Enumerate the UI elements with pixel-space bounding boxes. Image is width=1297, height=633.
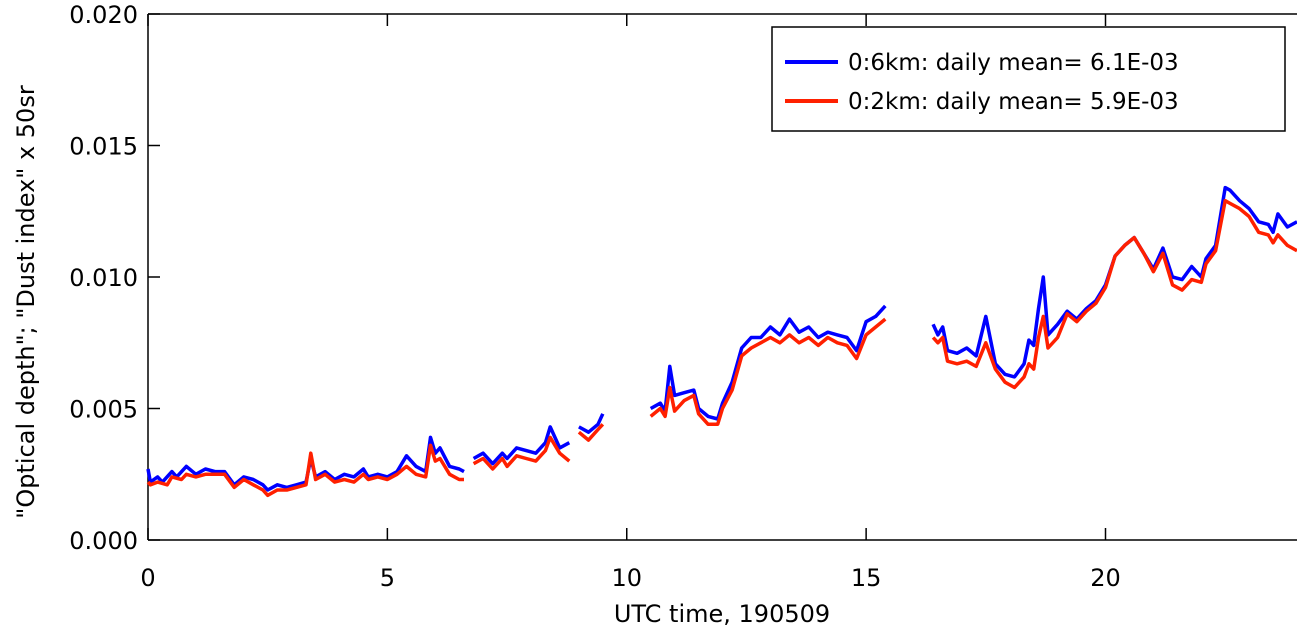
x-tick-label: 0 <box>140 564 155 592</box>
series-line-segment <box>578 413 605 434</box>
series-0 <box>146 185 1297 492</box>
legend-box <box>771 26 1286 132</box>
series-1 <box>146 198 1297 498</box>
x-tick-label: 20 <box>1090 564 1121 592</box>
x-tick-label: 5 <box>380 564 395 592</box>
series-line-segment <box>472 425 571 466</box>
y-axis: 0.000 0.005 0.010 0.015 0.020 <box>69 1 160 555</box>
y-tick-label: 0.000 <box>69 527 138 555</box>
legend: 0:6km: daily mean= 6.1E-03 0:2km: daily … <box>771 26 1286 132</box>
y-tick-label: 0.015 <box>69 133 138 161</box>
series-line-segment <box>649 317 887 427</box>
legend-label-2km: 0:2km: daily mean= 5.9E-03 <box>848 89 1179 115</box>
y-axis-title: "Optical depth"; "Dust index" x 50sr <box>12 85 40 519</box>
x-axis: 0 5 10 15 20 <box>140 14 1121 592</box>
series-line-segment <box>649 304 887 421</box>
y-tick-label: 0.020 <box>69 1 138 29</box>
x-axis-title: UTC time, 190509 <box>614 600 830 628</box>
series-line-segment <box>146 443 464 498</box>
series-layer <box>146 185 1297 498</box>
x-tick-label: 10 <box>611 564 642 592</box>
legend-label-6km: 0:6km: daily mean= 6.1E-03 <box>848 50 1179 76</box>
x-tick-label: 15 <box>851 564 882 592</box>
y-tick-label: 0.010 <box>69 264 138 292</box>
y-tick-label: 0.005 <box>69 396 138 424</box>
series-line-segment <box>577 423 605 442</box>
series-line-segment <box>931 198 1297 390</box>
series-line-segment <box>472 435 571 471</box>
